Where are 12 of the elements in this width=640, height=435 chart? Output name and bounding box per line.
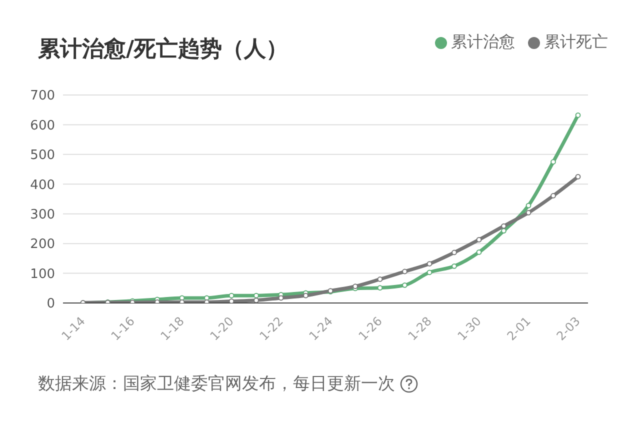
y-tick-label: 100 [30,266,55,282]
y-tick-label: 300 [30,207,55,222]
y-tick-label: 500 [30,148,55,164]
legend-label: 累计死亡 [543,32,608,53]
y-tick-label: 0 [46,296,55,312]
source-note: 数据来源：国家卫健委官网发布，每日更新一次 [38,373,395,395]
y-tick-label: 600 [30,118,55,134]
y-tick-label: 200 [30,237,55,252]
chart-title: 累计治愈/死亡趋势（人） [38,36,288,64]
legend-label: 累计治愈 [450,32,515,53]
y-tick-label: 700 [30,88,55,104]
y-tick-label: 400 [30,178,55,193]
